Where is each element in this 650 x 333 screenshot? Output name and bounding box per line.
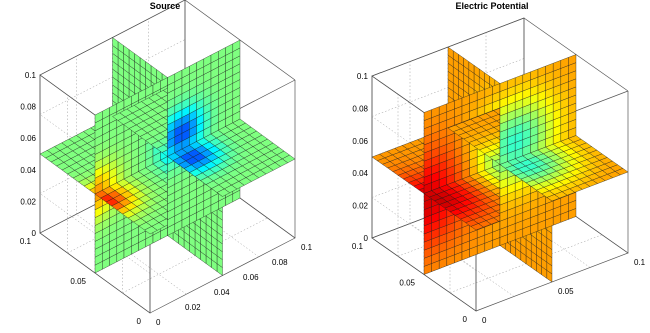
- x-tick-label: 0.08: [272, 258, 288, 267]
- source-plot: 00.020.040.060.080.100.050.100.020.040.0…: [20, 0, 313, 327]
- tick-labels: 00.020.040.060.080.100.050.100.050.1: [352, 72, 646, 325]
- slice-planes: [39, 37, 296, 276]
- grid-cell: [112, 37, 119, 50]
- grid-cell: [232, 118, 246, 128]
- z-tick-label: 0.06: [352, 137, 368, 146]
- z-tick-label: 0: [32, 229, 37, 238]
- x-tick-label: 0.1: [301, 243, 313, 252]
- slice-quadrant: [423, 83, 501, 194]
- y-tick-label: 0.1: [20, 237, 32, 246]
- grid-line: [39, 193, 151, 274]
- z-tick-label: 0.1: [25, 71, 37, 80]
- x-tick-label: 0.04: [214, 288, 230, 297]
- source-plot-title: Source: [150, 1, 181, 11]
- electric-potential-plot: 00.020.040.060.080.100.050.100.050.1Elec…: [352, 1, 646, 325]
- slice-quadrant: [499, 135, 629, 202]
- grid-cell: [447, 46, 454, 60]
- grid-line: [39, 114, 151, 195]
- x-tick-label: 0: [156, 318, 161, 327]
- z-tick-label: 0.1: [357, 72, 369, 81]
- x-tick-label: 0.05: [558, 287, 574, 296]
- y-tick-label: 0: [137, 317, 142, 326]
- z-tick-label: 0.06: [20, 134, 36, 143]
- slice-quadrant: [423, 164, 553, 231]
- grid-cell: [232, 39, 241, 52]
- y-tick-label: 0: [463, 315, 468, 324]
- z-tick-label: 0.02: [20, 197, 36, 206]
- y-tick-label: 0.05: [70, 277, 86, 286]
- tick-labels: 00.020.040.060.080.100.050.100.020.040.0…: [20, 71, 313, 327]
- slice-quadrant: [167, 118, 296, 197]
- x-tick-label: 0: [482, 316, 487, 325]
- grid-line: [76, 214, 187, 295]
- z-tick-label: 0.04: [352, 169, 368, 178]
- z-tick-label: 0.08: [352, 104, 368, 113]
- electric-potential-plot-title: Electric Potential: [455, 1, 528, 11]
- z-tick-label: 0: [364, 234, 369, 243]
- slice-quadrant: [499, 54, 577, 165]
- x-tick-label: 0.1: [634, 258, 646, 267]
- x-tick-label: 0.06: [243, 273, 259, 282]
- z-tick-label: 0.08: [20, 103, 36, 112]
- grid-cell: [568, 135, 582, 143]
- slice-planes: [371, 46, 629, 283]
- slice-quadrant: [167, 39, 241, 157]
- y-tick-label: 0.1: [352, 242, 364, 251]
- x-tick-label: 0.02: [185, 303, 201, 312]
- grid-cell: [568, 54, 577, 66]
- z-tick-label: 0.02: [352, 202, 368, 211]
- y-tick-label: 0.05: [399, 279, 415, 288]
- z-tick-label: 0.04: [20, 166, 36, 175]
